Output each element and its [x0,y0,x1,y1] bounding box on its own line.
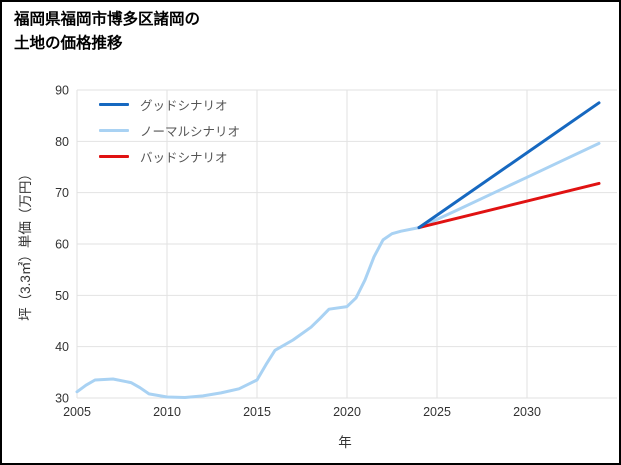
chart-title-line2: 土地の価格推移 [14,35,123,53]
history-line [75,226,421,399]
x-tick-label: 2010 [153,405,181,419]
y-axis-label: 坪（3.3㎡）単価（万円） [18,167,33,321]
legend-swatch [99,129,129,132]
legend-label: ノーマルシナリオ [140,125,241,139]
x-tick-label: 2015 [243,405,271,419]
legend-label: グッドシナリオ [140,99,228,113]
y-tick-label: 60 [55,238,69,252]
series-line-2 [417,181,601,230]
y-tick-label: 70 [55,186,69,200]
x-tick-label: 2020 [333,405,361,419]
legend-item: バッドシナリオ [99,148,240,165]
x-tick-label: 2030 [513,405,541,419]
x-tick-label: 2025 [423,405,451,419]
legend: グッドシナリオ ノーマルシナリオ バッドシナリオ [99,96,240,174]
chart-title-line1: 福岡県福岡市博多区諸岡の [14,11,201,28]
legend-item: グッドシナリオ [99,96,240,113]
legend-swatch [99,155,129,158]
y-tick-label: 50 [55,289,69,303]
y-tick-label: 40 [55,340,69,354]
chart-title: 福岡県福岡市博多区諸岡の 土地の価格推移 [14,8,200,56]
y-tick-label: 30 [55,392,69,406]
x-tick-label: 2005 [63,405,91,419]
legend-label: バッドシナリオ [140,151,228,165]
y-tick-label: 90 [55,84,69,98]
x-axis-label: 年 [338,435,352,450]
y-tick-label: 80 [55,135,69,149]
series-line-0 [417,101,601,230]
legend-swatch [99,103,129,106]
series-line-1 [417,141,601,230]
legend-item: ノーマルシナリオ [99,122,240,139]
